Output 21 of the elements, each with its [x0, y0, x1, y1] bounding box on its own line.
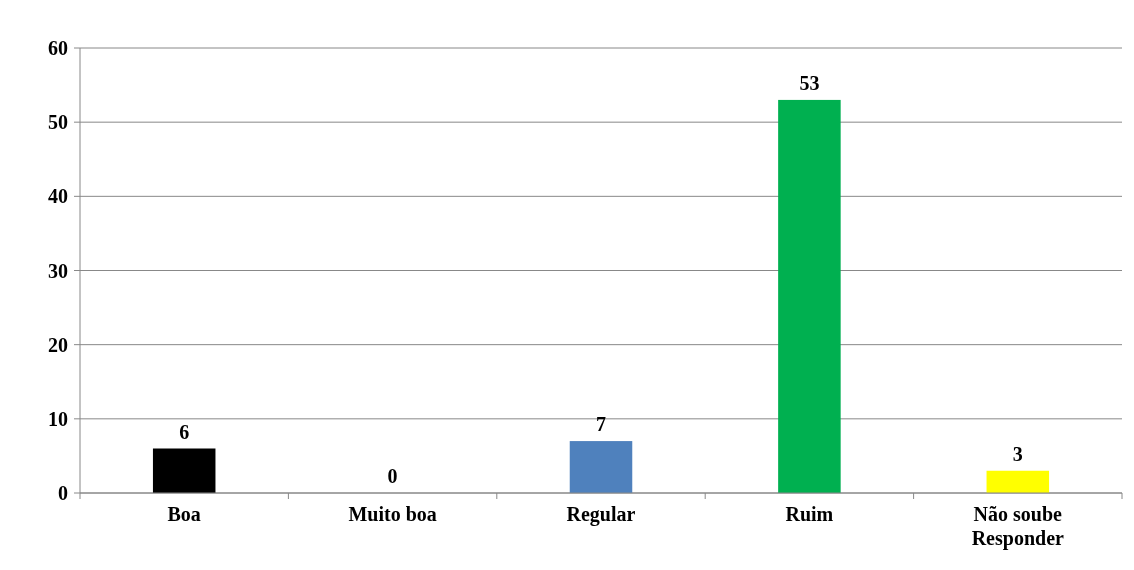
- y-tick-label: 10: [48, 407, 68, 430]
- data-label: 53: [799, 71, 820, 94]
- bar: [986, 470, 1050, 493]
- y-tick-label: 20: [48, 333, 68, 356]
- data-label: 6: [179, 420, 190, 443]
- x-tick-label: Ruim: [785, 503, 834, 525]
- x-tick-label: Não soube Responder: [971, 503, 1065, 550]
- y-tick-label: 50: [48, 111, 68, 134]
- y-tick-label: 30: [48, 259, 68, 282]
- bar: [569, 441, 633, 493]
- y-tick-label: 60: [48, 37, 68, 59]
- y-tick-label: 0: [58, 482, 68, 504]
- y-tick-label: 40: [48, 185, 68, 208]
- data-label: 0: [387, 465, 398, 487]
- x-tick-label: Boa: [167, 503, 201, 525]
- data-label: 3: [1012, 442, 1023, 465]
- bar: [152, 448, 216, 493]
- x-tick-label: Muito boa: [348, 503, 437, 525]
- data-label: 7: [596, 413, 606, 436]
- bar: [778, 99, 841, 493]
- x-tick-label: Regular: [566, 503, 636, 526]
